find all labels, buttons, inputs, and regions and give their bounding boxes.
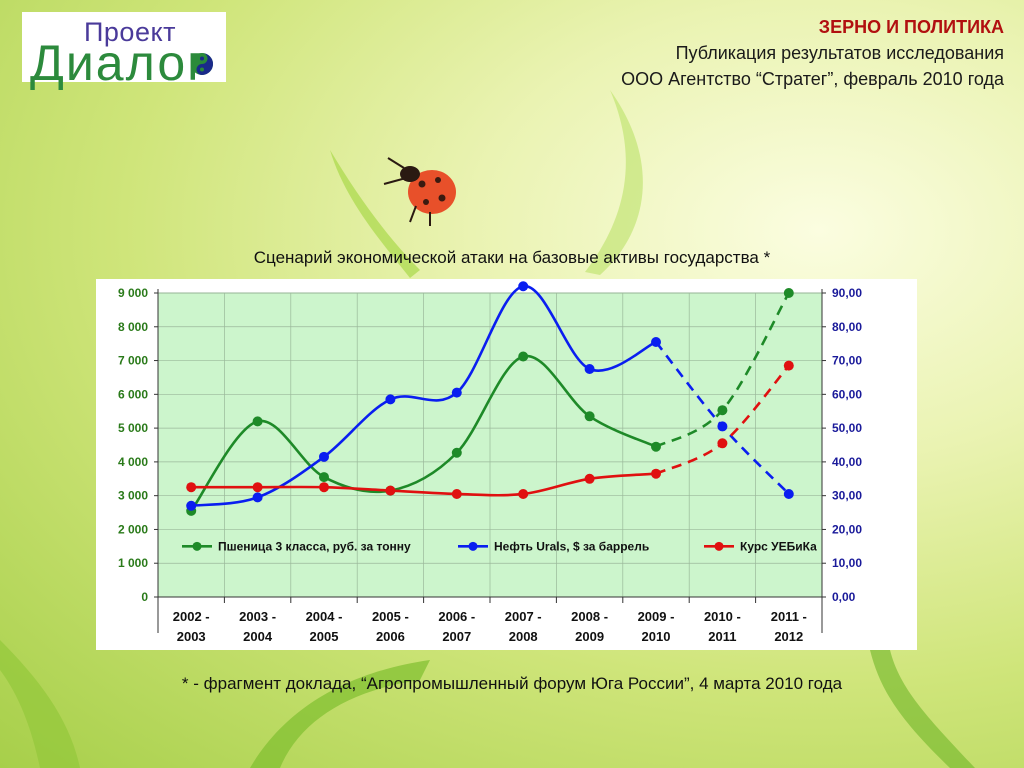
left-axis-tick-label: 1 000 <box>118 556 148 570</box>
header-title: ЗЕРНО И ПОЛИТИКА <box>818 17 1004 37</box>
data-point <box>783 488 794 499</box>
x-axis-tick-label: 2003 - <box>239 609 276 624</box>
right-axis-tick-label: 40,00 <box>832 455 862 469</box>
right-axis-tick-label: 30,00 <box>832 489 862 503</box>
left-axis-tick-label: 6 000 <box>118 387 148 401</box>
right-axis-tick-label: 50,00 <box>832 421 862 435</box>
x-axis-tick-label: 2006 <box>376 629 405 644</box>
x-axis-tick-label: 2011 - <box>771 609 807 624</box>
data-point <box>451 488 462 499</box>
x-axis-tick-label: 2010 - <box>704 609 741 624</box>
footnote: * - фрагмент доклада, “Агропромышленный … <box>181 674 843 693</box>
data-point <box>252 416 263 427</box>
right-axis-tick-label: 0,00 <box>832 590 856 604</box>
x-axis-tick-label: 2012 <box>774 629 803 644</box>
x-axis-tick-label: 2011 <box>708 629 736 644</box>
x-axis-tick-label: 2008 <box>509 629 538 644</box>
chart-panel: 0 0,00 1 000 10,00 2 000 20,00 3 000 30,00 4 000… <box>96 279 917 650</box>
x-axis-tick-label: 2007 <box>442 629 471 644</box>
header-subtitle: Публикация результатов исследования <box>675 43 1004 63</box>
data-point <box>252 492 263 503</box>
logo: Проект Диалог <box>22 12 226 91</box>
data-point <box>518 488 529 499</box>
series-line-solid <box>191 472 657 497</box>
x-axis-tick-label: 2004 <box>243 629 273 644</box>
data-point <box>186 482 197 493</box>
data-point <box>385 485 396 496</box>
data-point <box>451 387 462 398</box>
right-axis-tick-label: 60,00 <box>832 387 862 401</box>
left-axis-tick-label: 2 000 <box>118 522 148 536</box>
x-axis-tick-label: 2009 - <box>638 609 675 624</box>
data-point <box>651 336 661 347</box>
left-axis-tick-label: 3 000 <box>118 489 148 503</box>
data-point <box>518 281 529 292</box>
logo-bottom-text: Диалог <box>30 35 208 91</box>
x-axis-tick-label: 2004 - <box>306 609 343 624</box>
x-axis-tick-label: 2006 - <box>438 609 475 624</box>
data-point <box>783 288 794 298</box>
data-point <box>717 438 728 449</box>
logo-top-text: Проект <box>84 17 176 47</box>
legend-label: Курс УЕБиКа <box>740 539 817 553</box>
data-point <box>584 473 595 484</box>
legend-label: Нефть Urals, $ за баррель <box>494 539 649 553</box>
x-axis-tick-label: 2007 - <box>505 609 542 624</box>
right-axis-tick-label: 90,00 <box>832 286 862 300</box>
line-chart: 0 0,00 1 000 10,00 2 000 20,00 3 000 30,00 4 000… <box>118 281 862 644</box>
legend-marker <box>714 541 724 551</box>
legend-marker <box>192 541 202 551</box>
legend-marker <box>468 541 478 551</box>
x-axis-tick-label: 2009 <box>575 629 604 644</box>
right-axis-tick-label: 20,00 <box>832 522 862 536</box>
data-point <box>584 364 595 374</box>
header-block: ЗЕРНО И ПОЛИТИКА Публикация результатов … <box>621 14 1004 92</box>
data-point <box>651 441 661 452</box>
data-point <box>451 447 462 458</box>
left-axis-tick-label: 8 000 <box>118 320 148 334</box>
data-point <box>717 421 728 432</box>
data-point <box>783 360 794 371</box>
x-axis-tick-label: 2010 <box>642 629 671 644</box>
ladybug-icon <box>383 157 456 226</box>
data-point <box>319 451 329 462</box>
data-point <box>319 482 329 493</box>
x-axis-tick-label: 2005 <box>310 629 339 644</box>
data-point <box>651 468 661 479</box>
right-axis-tick-label: 10,00 <box>832 556 862 570</box>
chart-title: Сценарий экономической атаки на базовые … <box>253 248 771 267</box>
data-point <box>584 411 595 422</box>
x-axis-tick-label: 2005 - <box>372 609 409 624</box>
header-date-line: ООО Агентство “Стратег”, февраль 2010 го… <box>621 69 1004 89</box>
series-line-solid <box>191 284 657 508</box>
left-axis-tick-label: 5 000 <box>118 421 148 435</box>
x-axis-tick-label: 2008 - <box>571 609 608 624</box>
left-axis-tick-label: 9 000 <box>118 286 148 300</box>
data-point <box>252 482 263 493</box>
legend-label: Пшеница 3 класса, руб. за тонну <box>218 539 411 553</box>
right-axis-tick-label: 80,00 <box>832 320 862 334</box>
data-point <box>518 351 529 362</box>
data-point <box>186 500 197 511</box>
data-point <box>385 394 396 405</box>
right-axis-tick-label: 70,00 <box>832 354 862 368</box>
data-point <box>717 405 728 416</box>
left-axis-tick-label: 7 000 <box>118 354 148 368</box>
x-axis-tick-label: 2003 <box>177 629 206 644</box>
left-axis-tick-label: 4 000 <box>118 455 148 469</box>
left-axis-tick-label: 0 <box>141 590 148 604</box>
x-axis-tick-label: 2002 - <box>173 609 210 624</box>
series-line-dashed <box>655 292 790 448</box>
data-point <box>319 472 329 483</box>
yin-yang-icon <box>191 53 213 75</box>
